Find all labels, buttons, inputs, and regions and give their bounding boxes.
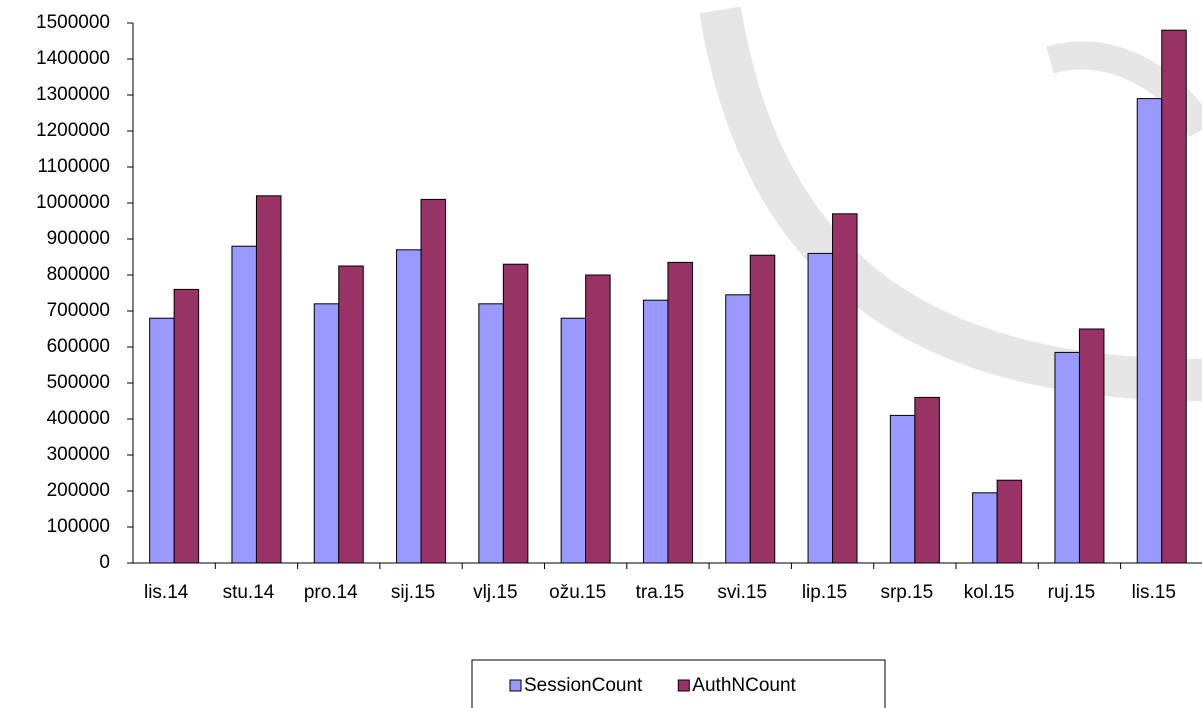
legend: SessionCount AuthNCount [471, 659, 886, 708]
y-tick-label: 1100000 [37, 156, 110, 177]
bar [255, 195, 282, 564]
legend-swatch [677, 679, 690, 692]
legend-label: AuthNCount [692, 675, 796, 696]
x-tick-label: sij.15 [391, 582, 435, 603]
x-tick-label: tra.15 [636, 582, 685, 603]
bar [420, 198, 447, 564]
x-tick-label: stu.14 [223, 582, 275, 603]
y-tick-label: 200000 [47, 480, 110, 501]
bar [502, 263, 529, 564]
x-tick-label: srp.15 [880, 582, 933, 603]
y-tick-label: 1400000 [36, 48, 110, 69]
y-tick-label: 400000 [47, 408, 110, 429]
y-tick-label: 700000 [47, 300, 110, 321]
bar [725, 294, 751, 564]
y-tick-label: 1000000 [36, 192, 110, 213]
bar [1136, 98, 1163, 564]
y-tick-label: 100000 [47, 516, 110, 537]
y-tick-label: 600000 [47, 336, 110, 357]
bar [173, 288, 200, 564]
y-tick-label: 500000 [47, 372, 110, 393]
y-tick-label: 0 [99, 552, 110, 573]
y-tick-label: 1300000 [36, 84, 110, 105]
legend-swatch [509, 679, 522, 692]
x-tick-label: pro.14 [304, 582, 358, 603]
bar [996, 479, 1023, 564]
bar [889, 414, 916, 564]
bar [313, 303, 340, 564]
y-tick-label: 800000 [47, 264, 110, 285]
bar [667, 261, 693, 564]
y-tick-label: 1200000 [36, 120, 110, 141]
y-tick-label: 900000 [47, 228, 110, 249]
bar [585, 274, 611, 564]
y-tick-label: 300000 [47, 444, 110, 465]
bar [914, 396, 940, 564]
x-tick-label: lis.15 [1132, 582, 1176, 603]
x-tick-label: svi.15 [717, 582, 767, 603]
x-tick-label: lis.14 [144, 582, 189, 603]
bar [807, 252, 834, 564]
bar [1054, 351, 1080, 564]
x-tick-label: lip.15 [802, 582, 847, 603]
bar [149, 317, 175, 564]
bar [972, 492, 998, 564]
bar [642, 299, 669, 564]
legend-label: SessionCount [524, 675, 643, 696]
x-tick-label: kol.15 [964, 582, 1015, 603]
watermark [699, 6, 1202, 401]
bar [338, 265, 364, 564]
bar [1078, 328, 1105, 564]
bar [1161, 29, 1187, 564]
bar [560, 317, 587, 564]
bar [478, 303, 504, 564]
x-tick-label: ruj.15 [1048, 582, 1096, 603]
bar [396, 249, 422, 564]
bar [231, 245, 257, 564]
x-tick-label: vlj.15 [473, 582, 517, 603]
bar [832, 213, 858, 564]
y-tick-label: 1500000 [36, 12, 110, 33]
x-tick-label: ožu.15 [549, 582, 606, 603]
bar [749, 254, 776, 564]
